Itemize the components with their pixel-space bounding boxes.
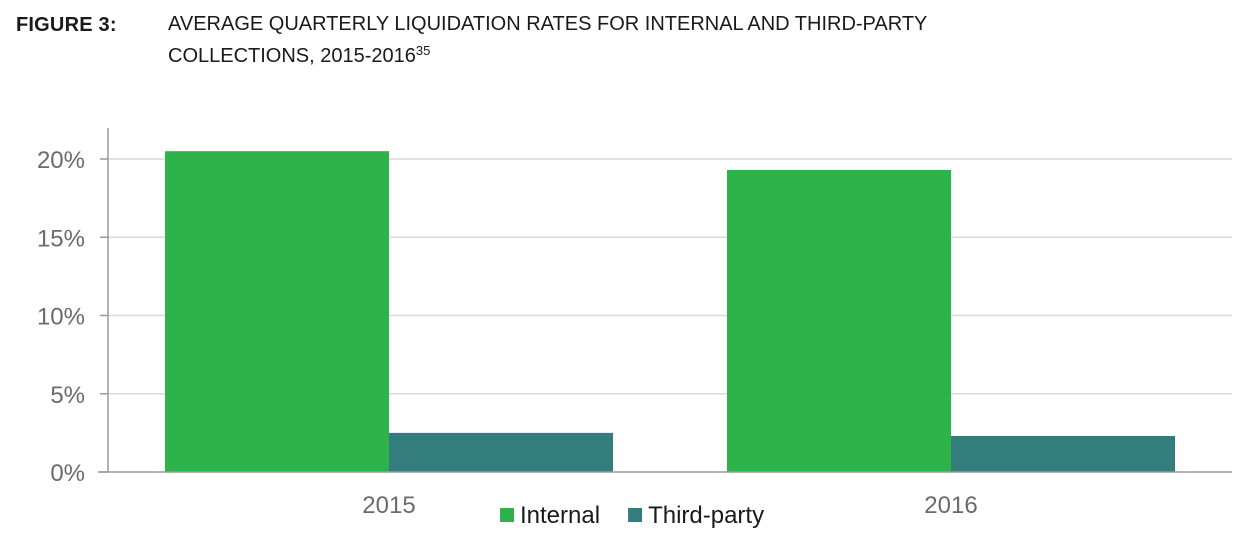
bar-internal-2016 xyxy=(727,169,951,472)
y-tick-label: 20% xyxy=(37,147,85,174)
bar-third-party-2016 xyxy=(951,436,1175,472)
legend-label: Third-party xyxy=(648,502,764,529)
y-tick-label: 5% xyxy=(50,382,85,409)
y-tick-labels: 0% 5% 10% 15% 20% xyxy=(37,147,85,487)
bars xyxy=(165,151,1175,473)
y-tick-label: 15% xyxy=(37,225,85,252)
figure-title-line2: COLLECTIONS, 2015-2016 xyxy=(168,45,416,67)
legend-label: Internal xyxy=(520,502,600,529)
x-tick-labels: 2015 2016 xyxy=(362,492,977,519)
y-tick-label: 0% xyxy=(50,460,85,487)
figure-title-line1: AVERAGE QUARTERLY LIQUIDATION RATES FOR … xyxy=(168,13,928,35)
footnote-marker: 35 xyxy=(415,43,431,58)
axes xyxy=(98,128,1232,473)
figure-title: AVERAGE QUARTERLY LIQUIDATION RATES FOR … xyxy=(168,8,1168,72)
figure-label: FIGURE 3: xyxy=(16,14,117,36)
bar-third-party-2015 xyxy=(389,432,613,472)
x-tick-label: 2016 xyxy=(924,492,977,519)
legend-swatch-internal xyxy=(500,508,514,522)
legend-swatch-third-party xyxy=(628,508,643,522)
legend: Internal Third-party xyxy=(500,502,764,529)
bar-internal-2015 xyxy=(165,151,389,473)
x-tick-label: 2015 xyxy=(362,492,415,519)
y-tick-label: 10% xyxy=(37,304,85,331)
